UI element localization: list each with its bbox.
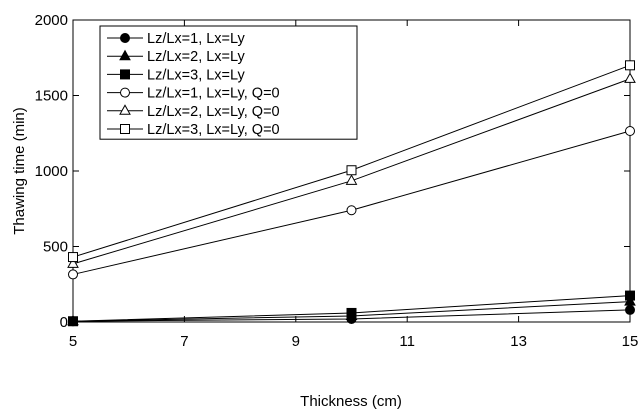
legend-marker bbox=[120, 33, 130, 43]
x-tick-label: 11 bbox=[399, 333, 415, 350]
legend-marker bbox=[119, 49, 131, 61]
data-point bbox=[624, 295, 636, 306]
data-point bbox=[625, 290, 635, 301]
x-tick-label: 9 bbox=[292, 333, 300, 350]
y-tick-label: 500 bbox=[43, 239, 68, 256]
legend-entry: Lz/Lx=2, Lx=Ly bbox=[107, 49, 246, 65]
x-axis-ticks: 5 7 9 11 13 15 bbox=[69, 20, 639, 350]
data-point bbox=[345, 174, 358, 185]
series-layer bbox=[67, 60, 636, 327]
legend-entry: Lz/Lx=3, Lx=Ly, Q=0 bbox=[107, 122, 280, 138]
legend-label: Lz/Lx=3, Lx=Ly bbox=[147, 67, 246, 83]
series-3 bbox=[68, 290, 635, 327]
legend: Lz/Lx=1, Lx=Ly Lz/Lx=2, Lx=Ly Lz/Lx=3, Lx=… bbox=[99, 25, 358, 140]
legend-label: Lz/Lx=3, Lx=Ly, Q=0 bbox=[147, 122, 280, 138]
legend-entry: Lz/Lx=3, Lx=Ly bbox=[107, 67, 246, 83]
legend-marker bbox=[119, 104, 131, 115]
y-tick-label: 0 bbox=[60, 314, 68, 331]
legend-label: Lz/Lx=1, Lx=Ly bbox=[147, 31, 246, 47]
x-axis-label: Thickness (cm) bbox=[300, 393, 402, 410]
data-point bbox=[68, 252, 78, 263]
legend-label: Lz/Lx=2, Lx=Ly bbox=[147, 49, 246, 65]
legend-entry: Lz/Lx=1, Lx=Ly, Q=0 bbox=[107, 86, 280, 102]
data-point bbox=[68, 316, 78, 327]
data-point bbox=[346, 205, 357, 216]
data-point bbox=[625, 60, 635, 71]
series-4 bbox=[68, 125, 635, 280]
data-point bbox=[346, 307, 357, 318]
data-point bbox=[624, 72, 636, 83]
series-5 bbox=[67, 72, 636, 268]
data-point bbox=[68, 269, 78, 280]
x-tick-label: 7 bbox=[180, 333, 188, 350]
legend-entry: Lz/Lx=1, Lx=Ly bbox=[107, 31, 246, 47]
x-tick-label: 5 bbox=[69, 333, 77, 350]
x-tick-label: 13 bbox=[510, 333, 527, 350]
legend-entry: Lz/Lx=2, Lx=Ly, Q=0 bbox=[107, 104, 280, 120]
y-tick-label: 1000 bbox=[35, 163, 68, 180]
data-point bbox=[67, 257, 79, 268]
data-point bbox=[346, 165, 357, 176]
legend-marker bbox=[120, 124, 130, 134]
data-point bbox=[625, 125, 635, 136]
legend-marker bbox=[120, 69, 130, 80]
y-axis-label: Thawing time (min) bbox=[11, 107, 28, 235]
y-tick-label: 2000 bbox=[35, 12, 68, 29]
legend-label: Lz/Lx=1, Lx=Ly, Q=0 bbox=[147, 86, 280, 102]
x-tick-label: 15 bbox=[622, 333, 639, 350]
legend-marker bbox=[120, 87, 130, 98]
y-tick-label: 1500 bbox=[35, 88, 68, 105]
legend-label: Lz/Lx=2, Lx=Ly, Q=0 bbox=[147, 104, 280, 120]
series-6 bbox=[68, 60, 635, 263]
data-point bbox=[625, 304, 635, 315]
y-axis-ticks: 0 500 1000 1500 2000 bbox=[35, 12, 630, 331]
series-line bbox=[72, 130, 631, 275]
legend-box bbox=[99, 25, 358, 140]
